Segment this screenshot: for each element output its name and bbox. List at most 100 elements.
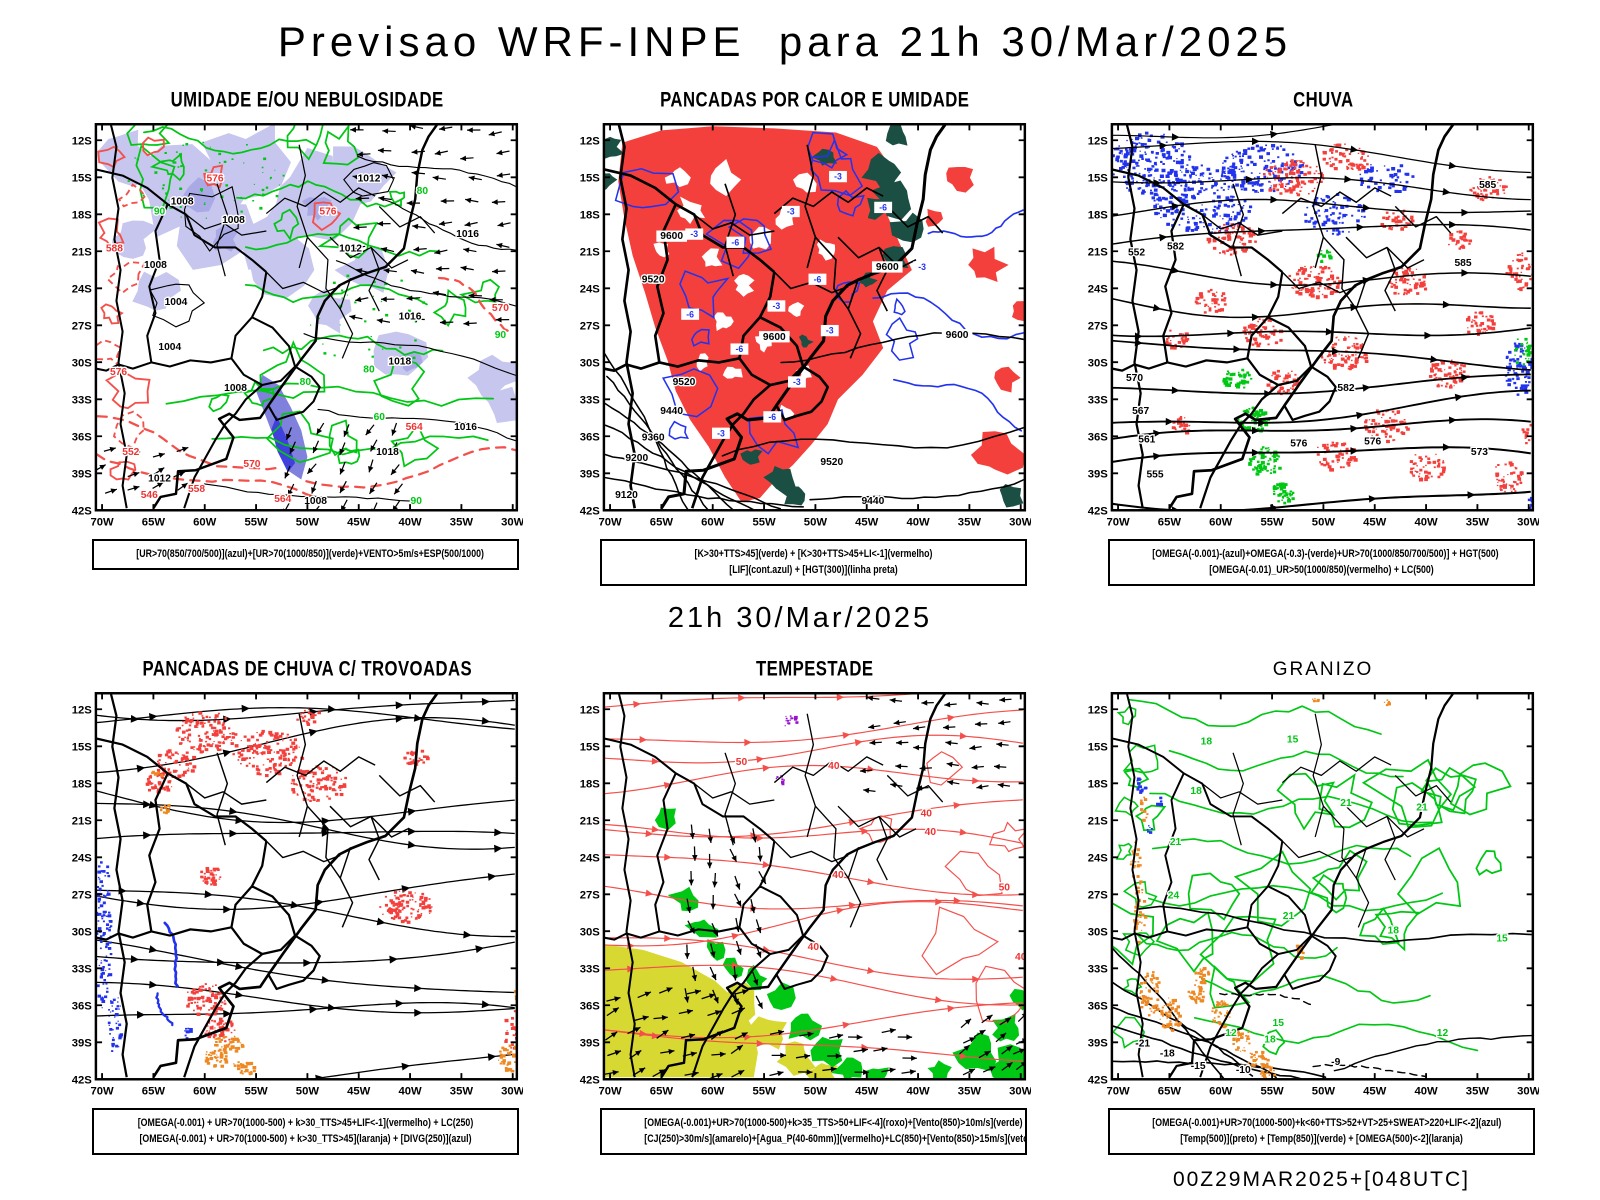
svg-text:576: 576 [1290,439,1307,450]
panel-title: TEMPESTADE [569,657,1031,685]
svg-text:70W: 70W [90,517,114,529]
svg-text:33S: 33S [580,394,601,406]
svg-text:15S: 15S [1088,741,1109,753]
panel-title-text: TEMPESTADE [756,657,874,682]
svg-text:24: 24 [1168,891,1180,902]
svg-text:30S: 30S [72,357,93,369]
svg-text:30S: 30S [1088,926,1109,938]
svg-text:65W: 65W [1158,517,1182,529]
svg-text:50W: 50W [296,1086,320,1098]
svg-text:21: 21 [1283,911,1295,922]
legend-line: [OMEGA(-0.001)+UR>70(1000-500)+k>35_TTS>… [644,1117,1023,1129]
svg-text:65W: 65W [1158,1086,1182,1098]
svg-text:24S: 24S [1088,852,1109,864]
svg-text:70W: 70W [90,1086,114,1098]
svg-text:12S: 12S [72,135,93,147]
svg-text:33S: 33S [72,963,93,975]
legend-line: [K>30+TTS>45](verde) + [K>30+TTS>45+LI<-… [694,548,933,560]
svg-text:45W: 45W [1363,1086,1387,1098]
svg-text:60W: 60W [701,517,725,529]
svg-text:60W: 60W [193,1086,217,1098]
legend-line: [OMEGA(-0.001)+UR>70(1000-500)+k<60+TTS>… [1152,1117,1502,1129]
svg-text:30S: 30S [72,926,93,938]
svg-text:40: 40 [808,942,820,953]
svg-text:18: 18 [1388,925,1400,936]
svg-text:45W: 45W [1363,517,1387,529]
svg-text:40W: 40W [906,517,930,529]
svg-text:65W: 65W [650,517,674,529]
svg-text:80: 80 [363,365,375,376]
svg-text:30W: 30W [501,1086,523,1098]
svg-text:65W: 65W [650,1086,674,1098]
svg-text:27S: 27S [72,889,93,901]
svg-text:1004: 1004 [165,297,188,308]
svg-text:9520: 9520 [673,377,696,388]
svg-text:564: 564 [274,494,291,505]
svg-text:35W: 35W [1466,517,1490,529]
svg-text:1008: 1008 [144,260,167,271]
svg-text:12S: 12S [1088,135,1109,147]
svg-text:9600: 9600 [946,330,969,341]
svg-text:35W: 35W [450,517,474,529]
svg-text:1018: 1018 [388,356,411,367]
svg-text:15S: 15S [580,741,601,753]
svg-text:80: 80 [300,377,312,388]
svg-text:45W: 45W [347,1086,371,1098]
svg-text:18S: 18S [72,778,93,790]
svg-text:45W: 45W [855,1086,879,1098]
svg-text:40: 40 [828,761,840,772]
svg-text:50W: 50W [804,1086,828,1098]
map-granizo: 18 15 18 21 24 21 21 18 15 21 15 18 12 12 -21 -15 -18 -9 -… [1088,692,1539,1098]
svg-text:90: 90 [154,207,166,218]
svg-text:18S: 18S [1088,209,1109,221]
svg-text:30W: 30W [1517,517,1539,529]
svg-text:1016: 1016 [456,229,479,240]
svg-text:546: 546 [141,490,158,501]
svg-text:55W: 55W [244,517,268,529]
svg-text:50W: 50W [804,517,828,529]
legend-line: [OMEGA(-0.001) + UR>70(1000-500) + k>30_… [139,1133,472,1145]
svg-text:90: 90 [495,330,507,341]
svg-text:30W: 30W [1517,1086,1539,1098]
panel-row-bottom: PANCADAS DE CHUVA C/ TROVOADAS 12S 15S 18S… [0,657,1600,1155]
panel-trovoadas: PANCADAS DE CHUVA C/ TROVOADAS 12S 15S 18S… [61,658,523,1155]
svg-text:33S: 33S [1088,394,1109,406]
svg-text:40: 40 [921,808,933,819]
svg-text:50W: 50W [1312,517,1336,529]
svg-text:55W: 55W [1260,1086,1284,1098]
svg-text:60: 60 [374,412,386,423]
panel-title: UMIDADE E/OU NEBULOSIDADE [61,88,523,116]
legend-box: [OMEGA(-0.001) + UR>70(1000-500) + k>30_… [92,1108,519,1155]
svg-text:70W: 70W [598,517,622,529]
svg-text:570: 570 [243,459,260,470]
svg-text:-3: -3 [773,301,781,311]
svg-text:27S: 27S [72,320,93,332]
svg-text:576: 576 [319,207,336,218]
svg-text:39S: 39S [72,468,93,480]
svg-text:1018: 1018 [376,447,399,458]
legend-line: [Temp(500)](preto) + [Temp(850)](verde) … [1180,1133,1463,1145]
svg-text:42S: 42S [72,505,93,517]
svg-text:39S: 39S [1088,1037,1109,1049]
svg-text:40W: 40W [906,1086,930,1098]
map-chuva: 585 582 552 585 570 567 561 555 582 576 576 573 12S 1… [1088,123,1539,529]
map-umidade: 1008 1008 1012 1016 1008 1004 1012 1016 1004 1018… [72,123,523,529]
svg-text:65W: 65W [142,1086,166,1098]
svg-text:40: 40 [925,827,937,838]
svg-text:35W: 35W [958,1086,982,1098]
svg-text:582: 582 [1337,383,1354,394]
svg-text:-10: -10 [1236,1065,1251,1076]
svg-text:55W: 55W [752,517,776,529]
svg-text:21S: 21S [580,815,601,827]
panel-title-text: UMIDADE E/OU NEBULOSIDADE [170,88,444,113]
legend-line: [LIF](cont.azul) + [HGT(300)](linha pret… [729,564,898,576]
svg-text:24S: 24S [1088,283,1109,295]
svg-text:21S: 21S [1088,815,1109,827]
svg-text:15S: 15S [72,172,93,184]
run-info: 00Z29MAR2025+[048UTC] [1172,1168,1470,1191]
legend-box: [OMEGA(-0.001)-(azul)+OMEGA(-0.3)-(verde… [1108,539,1535,586]
svg-text:42S: 42S [580,1074,601,1086]
svg-text:1008: 1008 [222,215,245,226]
svg-text:-6: -6 [768,412,776,422]
svg-text:70W: 70W [598,1086,622,1098]
